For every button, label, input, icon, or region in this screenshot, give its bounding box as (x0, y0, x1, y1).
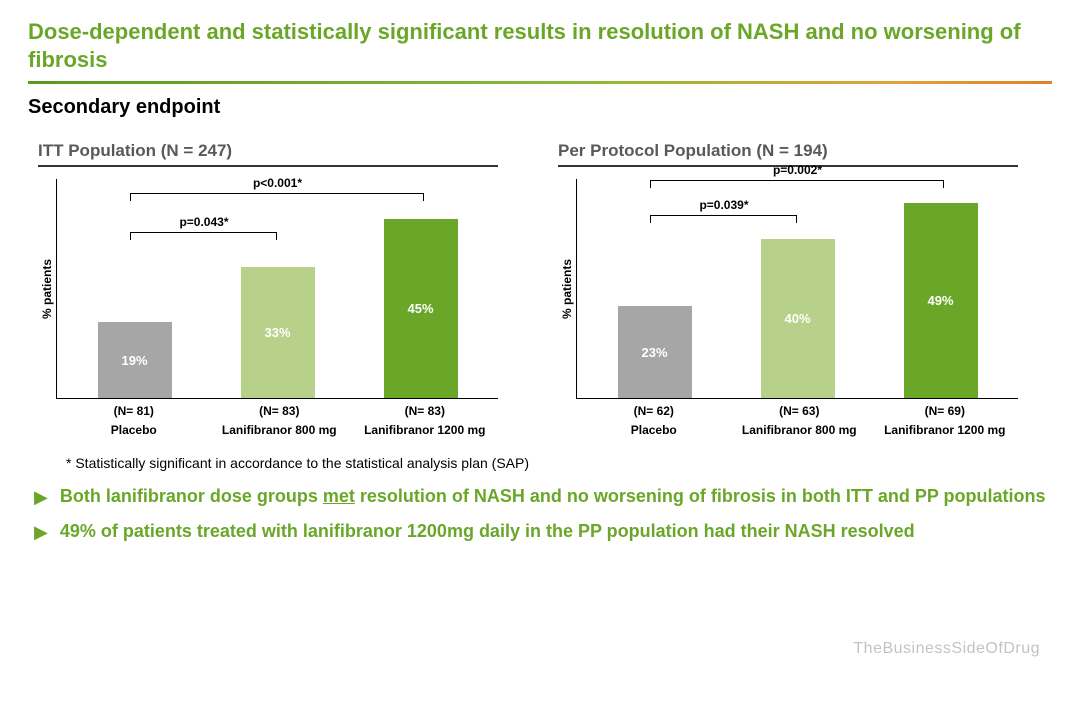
bar-value-label: 40% (784, 311, 810, 326)
p-value-label: p<0.001* (253, 176, 302, 190)
bar: 45% (384, 219, 458, 398)
chart-itt: ITT Population (N = 247) % patients 19% 3… (38, 141, 498, 439)
sap-footnote: * Statistically significant in accordanc… (66, 455, 1052, 471)
p-value-label: p=0.039* (699, 198, 748, 212)
bullet-2-text: 49% of patients treated with lanifibrano… (60, 520, 915, 543)
bar: 49% (904, 203, 978, 398)
y-axis-label: % patients (38, 259, 56, 319)
bar-value-label: 23% (641, 345, 667, 360)
chart-itt-plot: 19% 33% 45% p=0.043* p<0.001* (56, 179, 498, 399)
bar-value-label: 49% (927, 293, 953, 308)
x-category: (N= 83)Lanifibranor 1200 mg (352, 399, 498, 439)
chart-itt-title: ITT Population (N = 247) (38, 141, 498, 167)
bar: 40% (761, 239, 835, 398)
chart-pp: Per Protocol Population (N = 194) % pati… (558, 141, 1018, 439)
bullet-1-text: Both lanifibranor dose groups met resolu… (60, 485, 1046, 508)
x-category: (N= 81)Placebo (61, 399, 207, 439)
bar-value-label: 33% (264, 325, 290, 340)
bar: 23% (618, 306, 692, 398)
triangle-icon: ▶ (34, 487, 48, 509)
chart-pp-xaxis: (N= 62)Placebo(N= 63)Lanifibranor 800 mg… (580, 399, 1018, 439)
p-value-bracket: p<0.001* (130, 193, 424, 201)
slide-title: Dose-dependent and statistically signifi… (28, 18, 1052, 73)
bar: 19% (98, 322, 172, 398)
x-category: (N= 83)Lanifibranor 800 mg (207, 399, 353, 439)
chart-pp-plot: 23% 40% 49% p=0.039* p=0.002* (576, 179, 1018, 399)
x-category: (N= 69)Lanifibranor 1200 mg (872, 399, 1018, 439)
p-value-bracket: p=0.002* (650, 180, 944, 188)
bar-value-label: 19% (121, 353, 147, 368)
key-points: ▶ Both lanifibranor dose groups met reso… (34, 485, 1052, 544)
bullet-2: ▶ 49% of patients treated with lanifibra… (34, 520, 1052, 544)
bar: 33% (241, 267, 315, 398)
p-value-bracket: p=0.043* (130, 232, 277, 240)
charts-row: ITT Population (N = 247) % patients 19% 3… (38, 141, 1052, 439)
title-divider (28, 81, 1052, 84)
watermark: TheBusinessSideOfDrug (853, 640, 1040, 658)
slide-subtitle: Secondary endpoint (28, 96, 1052, 119)
p-value-bracket: p=0.039* (650, 215, 797, 223)
p-value-label: p=0.043* (179, 215, 228, 229)
bar-value-label: 45% (407, 301, 433, 316)
x-category: (N= 62)Placebo (581, 399, 727, 439)
x-category: (N= 63)Lanifibranor 800 mg (727, 399, 873, 439)
chart-itt-xaxis: (N= 81)Placebo(N= 83)Lanifibranor 800 mg… (60, 399, 498, 439)
bullet-1: ▶ Both lanifibranor dose groups met reso… (34, 485, 1052, 509)
y-axis-label: % patients (558, 259, 576, 319)
p-value-label: p=0.002* (773, 163, 822, 177)
triangle-icon: ▶ (34, 522, 48, 544)
